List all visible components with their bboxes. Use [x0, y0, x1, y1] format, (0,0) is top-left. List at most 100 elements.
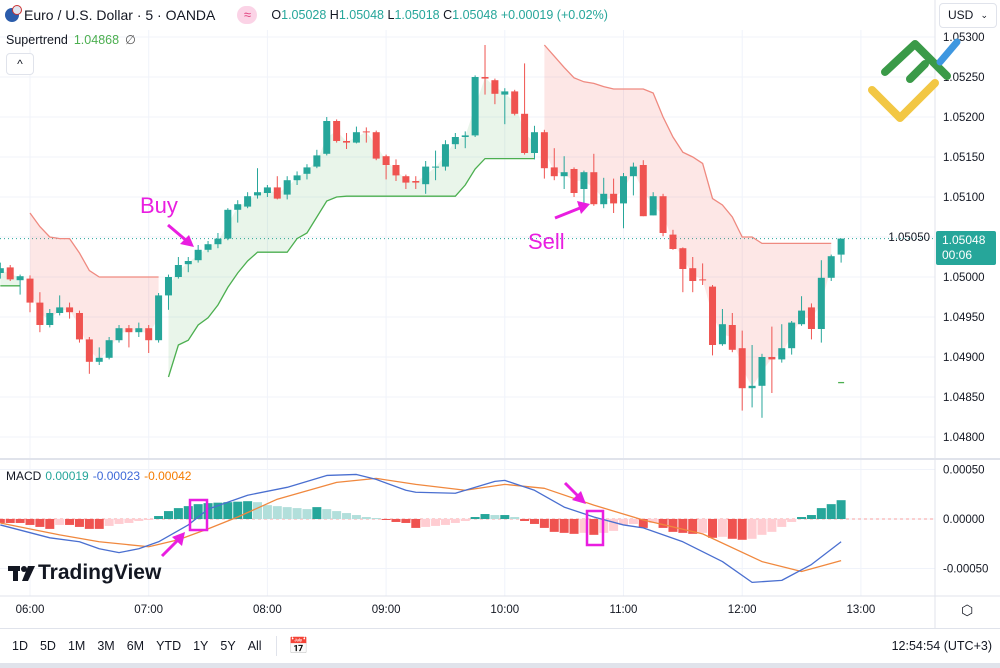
sell-label: Sell: [528, 229, 565, 254]
candle-down: [639, 165, 647, 217]
macd-histogram-bar: [0, 519, 5, 523]
candle-up: [244, 196, 252, 207]
candle-up: [432, 166, 440, 168]
macd-histogram-bar: [698, 519, 708, 533]
timeframe-6m[interactable]: 6M: [126, 639, 145, 653]
macd-histogram-bar: [490, 515, 500, 519]
candle-up: [293, 175, 301, 181]
macd-legend[interactable]: MACD 0.00019 -0.00023 -0.00042: [6, 469, 191, 483]
macd-histogram-bar: [777, 519, 787, 527]
price-tick-label: 1.05100: [943, 192, 985, 204]
price-tick-label: 1.04850: [943, 392, 985, 404]
candle-down: [659, 196, 667, 233]
change-value: +0.00019 (+0.02%): [500, 8, 608, 22]
bottom-toolbar: 1D 5D 1M 3M 6M YTD 1Y 5Y All 📅 12:54:54 …: [0, 628, 1000, 663]
macd-histogram-bar: [55, 519, 65, 525]
macd-histogram-bar: [183, 506, 193, 519]
chevron-down-icon: ⌄: [980, 10, 988, 20]
candle-down: [570, 169, 578, 193]
supertrend_up-fill: [168, 77, 535, 378]
timeframe-1d[interactable]: 1D: [12, 639, 28, 653]
macd-histogram-bar: [94, 519, 104, 529]
macd-histogram-bar: [787, 519, 797, 522]
collapse-legend-button[interactable]: ^: [6, 53, 34, 75]
toolbar-divider: [275, 636, 277, 656]
ohlc-values: O1.05028 H1.05048 L1.05018 C1.05048 +0.0…: [271, 8, 607, 22]
macd-histogram-bar: [292, 508, 302, 519]
macd-tick-label: 0.00050: [943, 465, 985, 477]
macd-histogram-bar: [253, 502, 263, 519]
candle-up: [234, 204, 242, 210]
price-tick-label: 1.05300: [943, 32, 985, 44]
macd-histogram-bar: [322, 509, 332, 519]
market-status-badge[interactable]: ≈: [237, 6, 258, 24]
supertrend-value: 1.04868: [73, 33, 120, 47]
timeframe-1m[interactable]: 1M: [67, 639, 86, 653]
price-tick-label: 1.05150: [943, 152, 985, 164]
supertrend-legend[interactable]: Supertrend 1.04868 ∅: [6, 32, 136, 47]
bottom-border: [0, 663, 1000, 668]
candle-down: [491, 80, 499, 94]
macd-histogram-bar: [213, 502, 223, 519]
macd-histogram-bar: [391, 519, 401, 522]
time-axis-settings-icon[interactable]: ⬡: [961, 602, 974, 618]
macd-histogram-bar: [767, 519, 777, 532]
timeframe-5y[interactable]: 5Y: [220, 639, 236, 653]
macd-histogram-bar: [826, 504, 836, 519]
price-tick-label: 1.05250: [943, 72, 985, 84]
macd-histogram-bar: [351, 515, 361, 519]
clock[interactable]: 12:54:54 (UTC+3): [891, 639, 992, 653]
candle-up: [204, 244, 212, 250]
calendar-goto-icon[interactable]: 📅: [288, 638, 309, 655]
time-tick-label: 09:00: [372, 604, 401, 616]
candle-up: [352, 132, 360, 143]
macd-histogram-bar: [757, 519, 767, 535]
time-tick-label: 06:00: [16, 604, 45, 616]
candle-down: [273, 187, 281, 199]
macd-histogram-bar: [272, 506, 282, 519]
candles: [0, 45, 845, 418]
macd-line: [0, 473, 842, 584]
timeframe-ytd[interactable]: YTD: [156, 639, 182, 653]
chart-canvas[interactable]: 1.05300 1.05250 1.05200 1.05150 1.05100 1.050…: [0, 0, 1000, 628]
candle-down: [412, 181, 420, 183]
tradingview-watermark[interactable]: TradingView: [8, 561, 161, 585]
candle-up: [155, 295, 163, 341]
candle-up: [303, 167, 311, 174]
low-value: 1.05018: [394, 8, 440, 22]
timeframe-1y[interactable]: 1Y: [193, 639, 209, 653]
timeframe-all[interactable]: All: [247, 639, 262, 653]
candle-down: [402, 176, 410, 183]
macd-histogram-bar: [628, 519, 638, 524]
symbol-title[interactable]: Euro / U.S. Dollar · 5 · OANDA: [24, 7, 216, 23]
macd-histogram-bar: [262, 505, 272, 519]
macd-histogram-bar: [332, 511, 342, 519]
macd-histogram-bar: [302, 509, 312, 519]
candle-down: [66, 307, 74, 313]
macd-pane: [0, 473, 846, 584]
timeframe-5d[interactable]: 5D: [39, 639, 56, 653]
candle-up: [451, 137, 459, 145]
candle-up: [56, 307, 64, 313]
timeframe-3m[interactable]: 3M: [97, 639, 115, 653]
currency-select[interactable]: USD ⌄: [939, 3, 997, 28]
current-price-label: 1.05048 00:06: [936, 231, 996, 265]
candle-up: [313, 155, 321, 167]
macd-histogram-bar: [431, 519, 441, 526]
candle-down: [679, 248, 687, 269]
hidden-icon[interactable]: ∅: [125, 33, 136, 47]
sell-crossover-box: [585, 509, 605, 547]
macd-histogram-bar: [539, 519, 549, 528]
candle-down: [75, 313, 83, 340]
candle-up: [115, 328, 123, 341]
macd-histogram-bar: [163, 511, 173, 519]
supertrend-lines: [0, 44, 845, 384]
macd-histogram-bar: [510, 517, 520, 519]
candle-up: [184, 261, 192, 265]
candle-down: [85, 339, 93, 362]
macd-histogram-bar: [609, 519, 619, 531]
price-tick-label: 1.05200: [943, 112, 985, 124]
candle-up: [718, 324, 726, 345]
macd-histogram-bar: [25, 519, 35, 525]
macd-histogram-bar: [460, 519, 470, 521]
